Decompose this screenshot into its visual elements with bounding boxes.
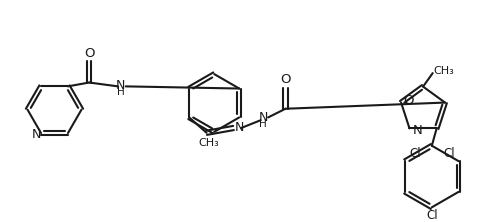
Text: H: H bbox=[259, 119, 267, 129]
Text: N: N bbox=[259, 111, 268, 124]
Text: H: H bbox=[117, 87, 125, 97]
Text: Cl: Cl bbox=[443, 147, 455, 160]
Text: CH₃: CH₃ bbox=[434, 66, 455, 76]
Text: Cl: Cl bbox=[409, 147, 421, 160]
Text: Cl: Cl bbox=[426, 210, 438, 222]
Text: N: N bbox=[31, 129, 41, 141]
Text: N: N bbox=[235, 121, 244, 133]
Text: O: O bbox=[403, 94, 414, 107]
Text: CH₃: CH₃ bbox=[198, 138, 219, 148]
Text: N: N bbox=[116, 79, 125, 92]
Text: O: O bbox=[280, 73, 291, 86]
Text: N: N bbox=[412, 124, 422, 137]
Text: O: O bbox=[84, 47, 94, 60]
